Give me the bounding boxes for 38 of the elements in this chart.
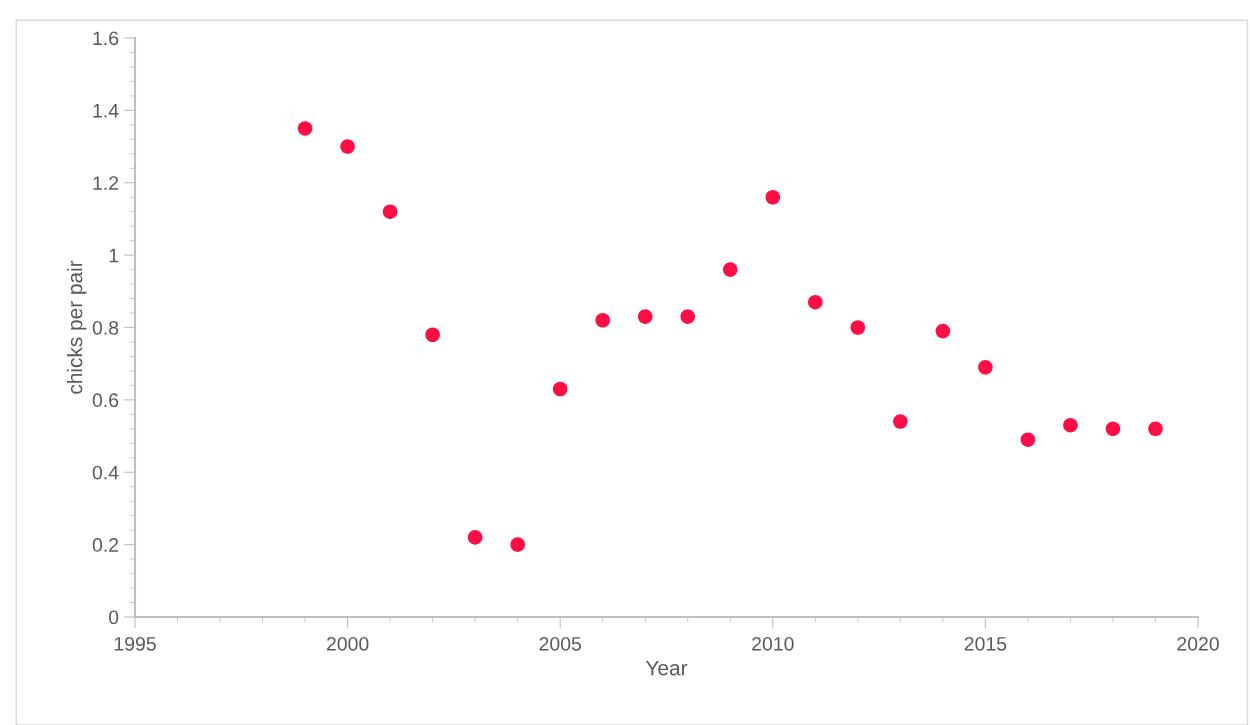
point [510,537,525,552]
y-tick-label: 0.6 [92,393,119,408]
point [382,204,398,219]
y-tick-label: 0 [108,610,119,625]
point [552,381,568,397]
y-tick-label: 0.4 [92,465,119,480]
point [680,309,696,324]
point [1020,432,1036,447]
y-tick-label: 1.4 [93,104,119,118]
y-axis-title: chicks per pair [67,260,87,394]
point [1148,421,1163,437]
point [1105,421,1121,437]
point [935,323,951,339]
y-tick-label: 1 [109,248,119,263]
point [850,320,866,335]
point [425,327,440,343]
point [1063,417,1078,433]
y-tick-label: 0.2 [92,538,119,552]
point [808,294,823,310]
x-tick-label: 2000 [326,636,369,651]
point [765,189,781,205]
point [978,360,993,375]
x-tick-label: 2005 [539,636,582,651]
y-tick-label: 1.6 [93,31,119,46]
point [893,414,908,429]
x-tick-label: 2010 [752,636,794,651]
y-tick-label: 0.8 [92,320,119,335]
point [297,121,313,136]
point [637,309,653,324]
point [595,312,610,328]
x-tick-label: 2020 [1177,636,1219,651]
x-tick-label: 2015 [964,636,1007,651]
x-axis-title: Year [645,660,688,676]
x-tick-label: 1995 [114,636,156,651]
point [340,139,355,154]
y-tick-label: 1.2 [93,176,119,190]
point [723,262,738,277]
point [467,530,483,545]
